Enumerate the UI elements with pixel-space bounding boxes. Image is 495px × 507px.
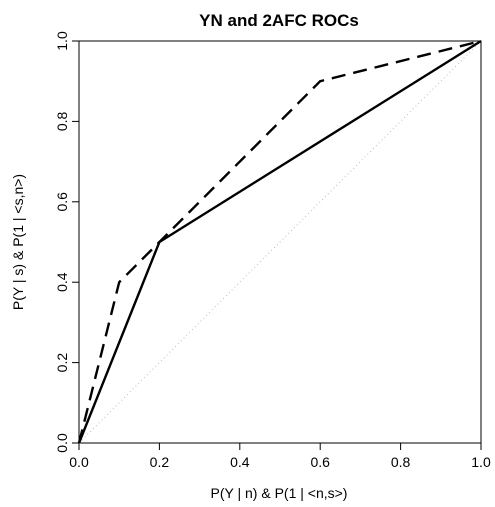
x-axis: 0.0 0.2 0.4 0.6 0.8 1.0 [69, 442, 491, 470]
x-tick-label: 0.6 [310, 454, 330, 470]
series-line-dashed [77, 39, 482, 444]
y-axis: 0.0 0.2 0.4 0.6 0.8 1.0 [54, 31, 80, 453]
y-tick-label: 1.0 [54, 31, 70, 51]
y-tick-label: 0.4 [54, 272, 70, 292]
y-tick-label: 0.6 [54, 192, 70, 212]
x-tick-label: 0.4 [230, 454, 250, 470]
series-layer [77, 39, 482, 444]
chart-title: YN and 2AFC ROCs [199, 11, 359, 30]
x-tick-label: 0.0 [69, 454, 89, 470]
x-tick-label: 1.0 [471, 454, 491, 470]
x-tick-label: 0.2 [150, 454, 170, 470]
series-line-dotted [78, 40, 482, 444]
y-tick-label: 0.2 [54, 353, 70, 373]
y-axis-label: P(Y | s) & P(1 | <s,n>) [10, 174, 26, 310]
x-axis-label: P(Y | n) & P(1 | <n,s>) [211, 485, 348, 501]
y-tick-label: 0.8 [54, 111, 70, 131]
x-tick-label: 0.8 [391, 454, 411, 470]
y-tick-label: 0.0 [54, 433, 70, 453]
